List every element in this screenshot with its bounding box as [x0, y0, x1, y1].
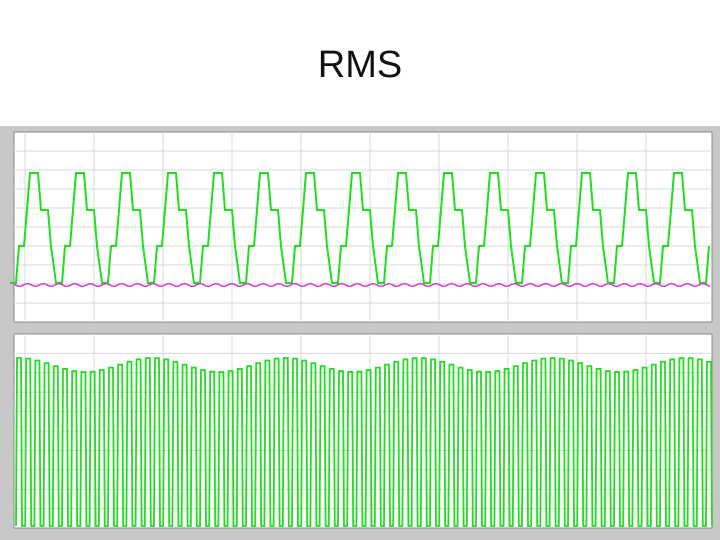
waveforms [10, 172, 713, 527]
green-trace [10, 172, 710, 284]
magenta-trace [13, 282, 711, 288]
slide-title: RMS [317, 44, 403, 86]
pulse-trace [15, 357, 713, 527]
